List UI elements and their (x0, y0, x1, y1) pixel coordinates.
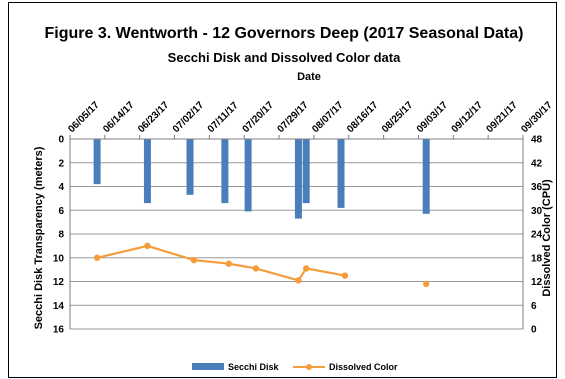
y-right-tick-labels: 0 6 12 18 24 30 36 42 48 (531, 135, 543, 336)
y-right-tick-label: 6 (531, 301, 537, 312)
x-tick-label: 09/12/17 (450, 100, 486, 136)
secchi-bar (422, 139, 430, 214)
x-tick-label: 07/20/17 (241, 100, 277, 136)
chart: Figure 3. Wentworth - 12 Governors Deep … (33, 25, 555, 372)
y-right-tick-label: 30 (531, 206, 543, 217)
y-right-tick-label: 18 (531, 253, 543, 264)
secchi-bar (337, 139, 345, 208)
dissolved-color-point (144, 242, 151, 250)
x-tick-label: 09/30/17 (519, 100, 555, 136)
y-right-tick-label: 24 (531, 230, 543, 241)
y-left-tick-label: 16 (53, 325, 65, 336)
secchi-bar (294, 139, 302, 219)
y-left-axis-label: Secchi Disk Transparency (meters) (33, 146, 45, 329)
legend-swatch-secchi-disk (192, 363, 224, 370)
dissolved-color-segment (96, 244, 346, 282)
secchi-bar (302, 139, 310, 204)
y-right-tick-label: 12 (531, 277, 543, 288)
x-tick-label: 07/11/17 (206, 100, 241, 135)
x-tick-label: 08/25/17 (380, 100, 416, 136)
y-left-tick-label: 10 (53, 253, 65, 264)
secchi-bar (244, 139, 252, 212)
x-tick-label: 09/03/17 (415, 100, 451, 136)
secchi-bar (186, 139, 194, 195)
y-right-tick-label: 42 (531, 158, 543, 169)
secchi-bar (93, 139, 101, 185)
legend-label-secchi-disk: Secchi Disk (228, 362, 280, 372)
y-left-tick-label: 0 (58, 135, 64, 146)
secchi-bars (93, 139, 430, 219)
dissolved-color-line (93, 242, 430, 288)
x-tick-label: 06/05/17 (66, 100, 102, 136)
dissolved-color-point (295, 277, 302, 284)
chart-frame: Figure 3. Wentworth - 12 Governors Deep … (8, 2, 557, 378)
dissolved-color-point (423, 280, 430, 288)
secchi-bar (221, 139, 229, 204)
y-right-tick-label: 48 (531, 135, 543, 146)
legend: Secchi Disk Dissolved Color (192, 362, 398, 372)
legend-marker-dissolved-color (306, 364, 312, 370)
y-right-tick-label: 0 (531, 325, 537, 336)
x-tick-label: 09/21/17 (484, 100, 520, 136)
y-left-tick-label: 14 (53, 301, 65, 312)
x-tick-label: 08/16/17 (345, 100, 381, 136)
x-axis-label: Date (297, 71, 321, 83)
axes (69, 135, 524, 329)
y-left-tick-label: 4 (58, 182, 64, 193)
y-right-tick-label: 36 (531, 182, 543, 193)
legend-label-dissolved-color: Dissolved Color (329, 362, 398, 372)
secchi-bar (143, 139, 151, 204)
x-tick-labels: 06/05/17 06/14/17 06/23/17 07/02/17 07/11/17… (66, 100, 555, 136)
dissolved-color-point (341, 272, 349, 279)
chart-title: Figure 3. Wentworth - 12 Governors Deep … (45, 25, 524, 42)
y-left-tick-label: 12 (53, 277, 65, 288)
dissolved-color-point (190, 256, 198, 264)
dissolved-color-point (225, 260, 232, 267)
x-tick-label: 07/29/17 (275, 100, 311, 136)
x-tick-label: 08/07/17 (310, 100, 346, 136)
dissolved-color-point (252, 265, 260, 272)
y-left-tick-label: 2 (58, 158, 64, 169)
dissolved-color-point (302, 265, 310, 272)
dissolved-color-point (93, 254, 101, 261)
x-tick-label: 06/23/17 (136, 100, 172, 136)
y-left-tick-label: 6 (58, 206, 64, 217)
chart-subtitle: Secchi Disk and Dissolved Color data (168, 50, 401, 65)
x-tick-label: 07/02/17 (171, 100, 207, 136)
y-left-tick-labels: 0 2 4 6 8 10 12 14 16 (53, 135, 65, 336)
y-right-axis-label: Dissolved Color (CPU) (541, 179, 553, 297)
x-tick-label: 06/14/17 (101, 100, 137, 136)
y-left-tick-label: 8 (58, 230, 64, 241)
